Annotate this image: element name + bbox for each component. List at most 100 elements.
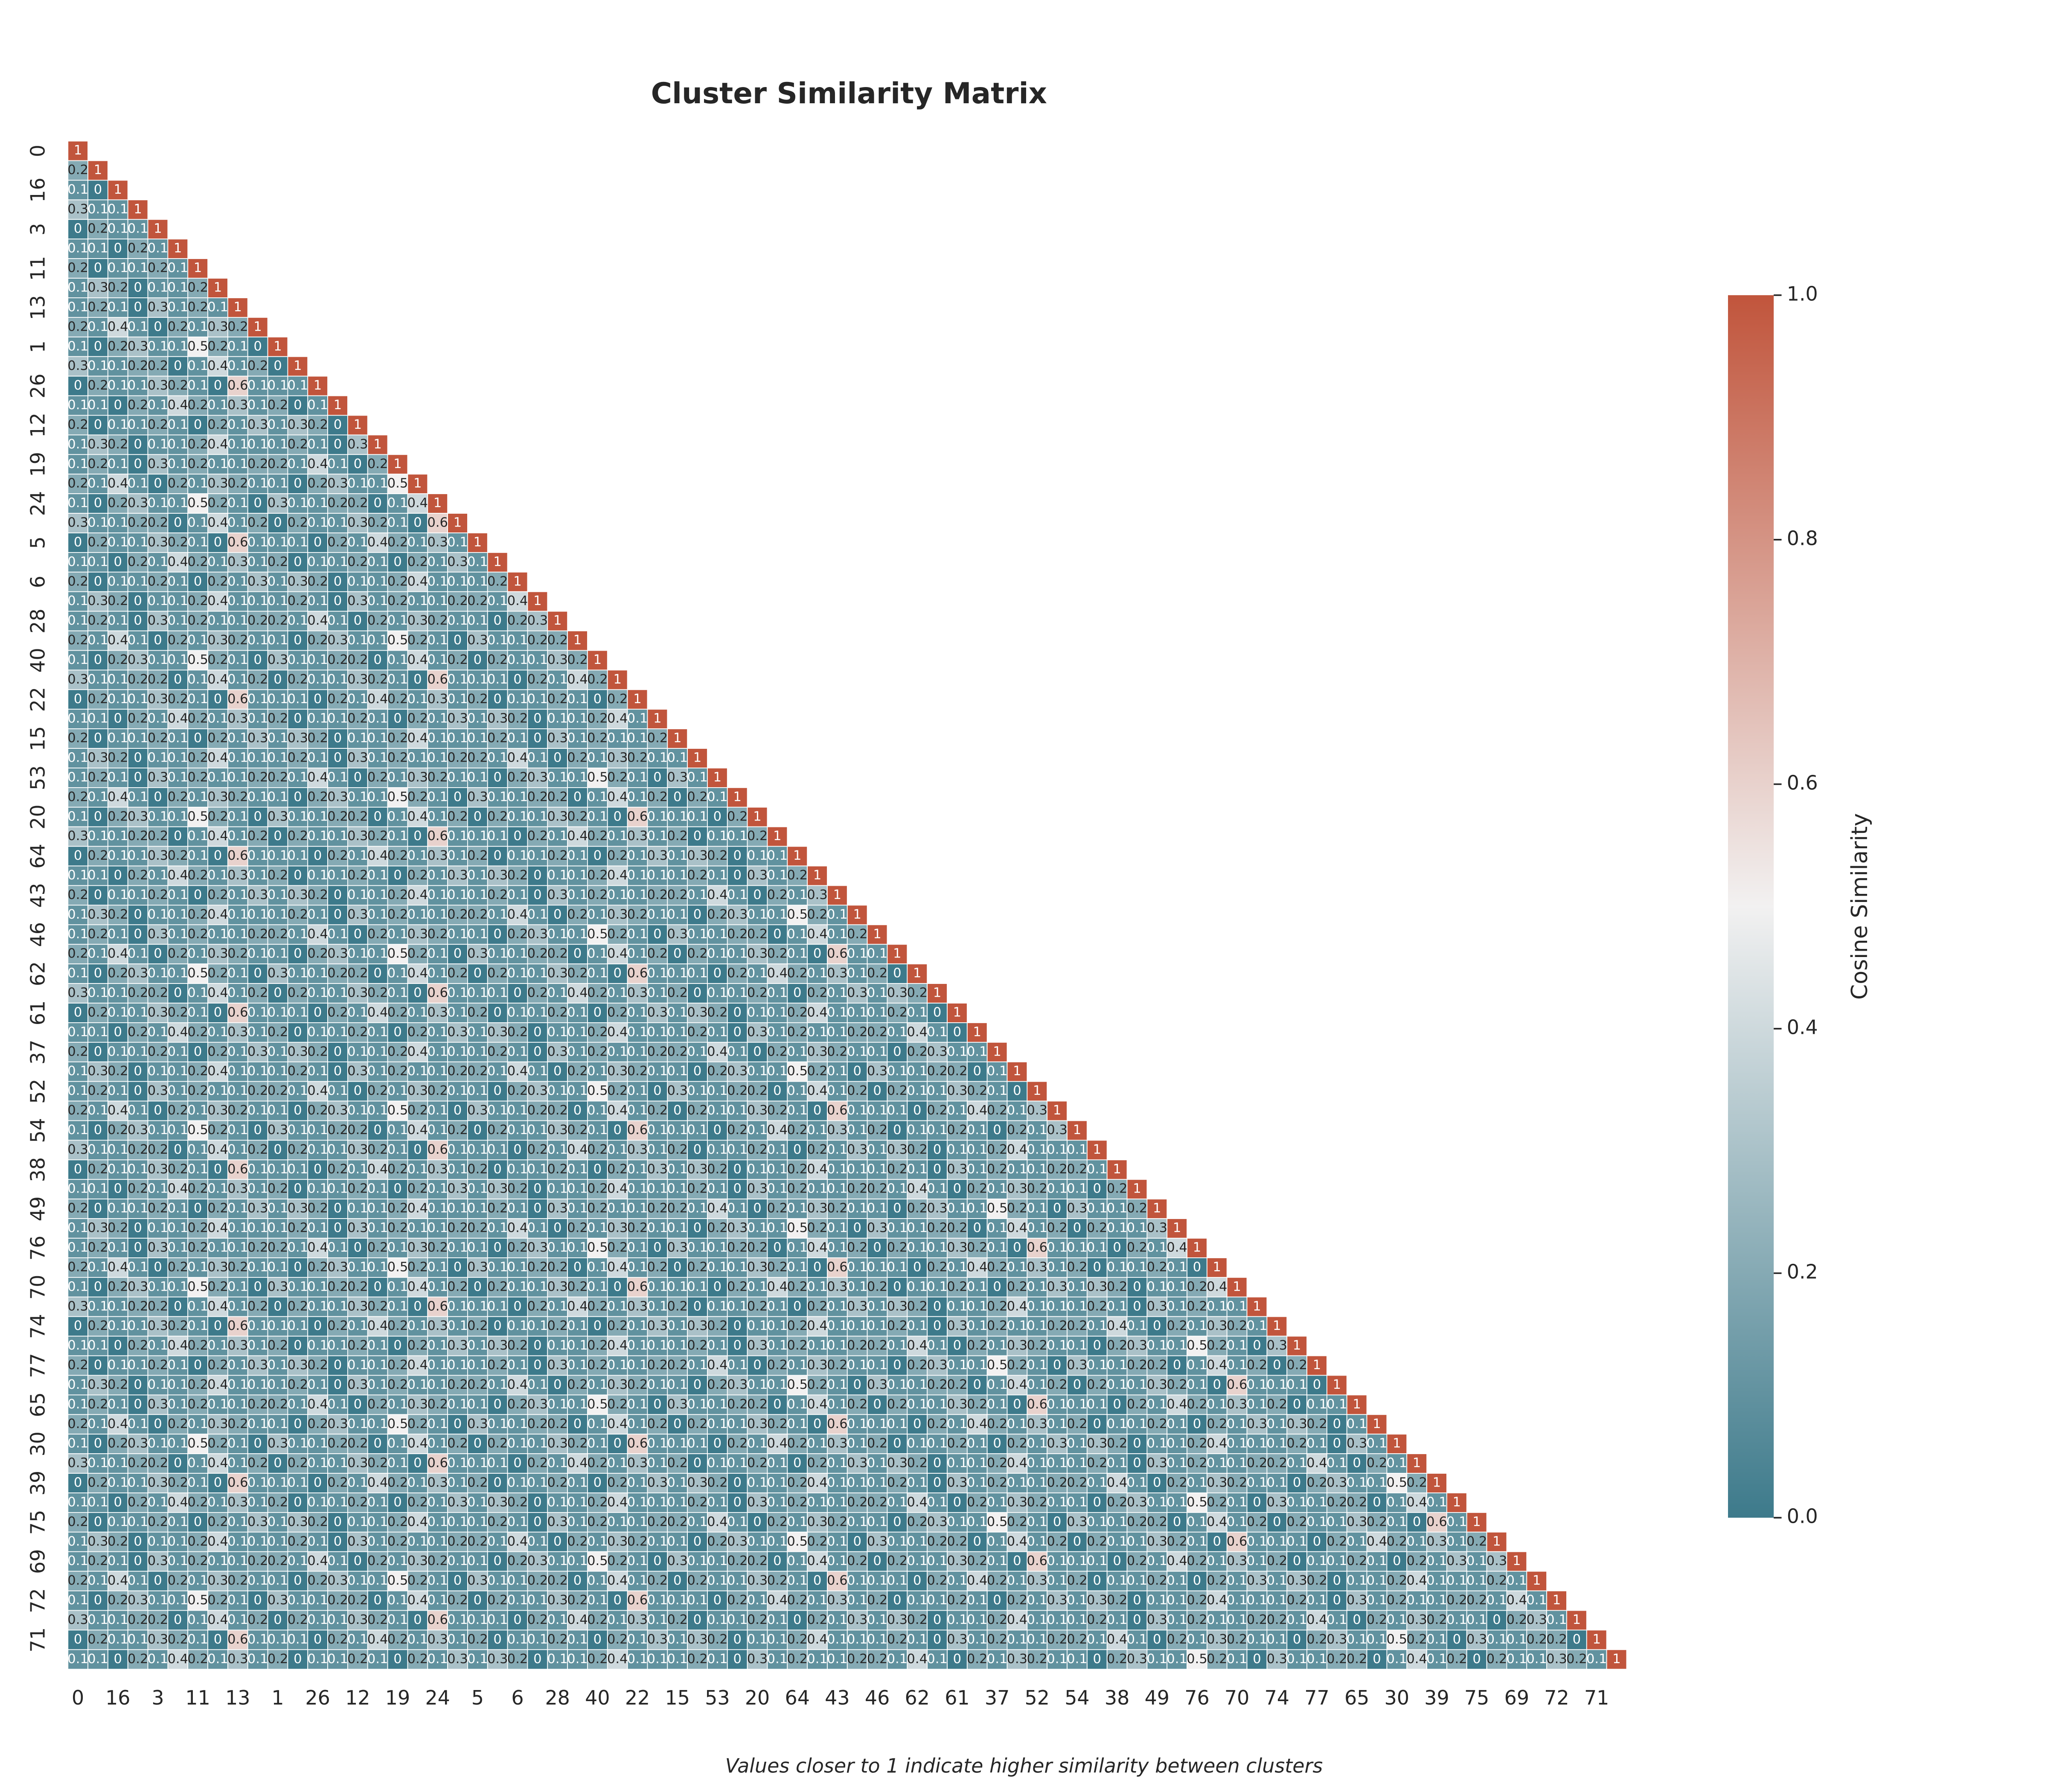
cell-annotation: 0.1 [827, 1064, 848, 1079]
cell-annotation: 0.2 [367, 457, 388, 471]
cell-annotation: 0.3 [687, 1005, 708, 1020]
cell-annotation: 0.2 [108, 437, 128, 452]
cell-annotation: 0.1 [827, 1142, 848, 1157]
cell-annotation: 0.1 [347, 887, 368, 902]
cell-annotation: 0 [393, 868, 401, 883]
cell-annotation: 0.1 [567, 1495, 588, 1510]
cell-annotation: 0 [553, 1221, 561, 1236]
cell-annotation: 0.2 [108, 339, 128, 354]
cell-annotation: 0 [773, 1397, 781, 1412]
cell-annotation: 0 [454, 633, 462, 648]
cell-annotation: 0.3 [747, 868, 768, 883]
cell-annotation: 0.2 [327, 1318, 348, 1333]
cell-annotation: 0.1 [148, 1123, 169, 1137]
cell-annotation: 0.2 [148, 672, 169, 687]
cell-annotation: 0.2 [467, 1064, 488, 1079]
cell-annotation: 0 [373, 809, 381, 824]
cell-annotation: 0 [413, 1456, 422, 1471]
cell-annotation: 0.2 [707, 1221, 728, 1236]
cell-annotation: 0.2 [587, 1456, 608, 1471]
cell-annotation: 0.2 [268, 398, 288, 413]
cell-annotation: 0 [793, 986, 801, 1001]
cell-annotation: 0 [673, 1260, 681, 1274]
cell-annotation: 0.2 [387, 692, 408, 707]
cell-annotation: 0.1 [1087, 1201, 1108, 1216]
cell-annotation: 0.2 [287, 515, 308, 530]
cell-annotation: 0.2 [1146, 1358, 1167, 1373]
cell-annotation: 0 [893, 1123, 901, 1137]
cell-annotation: 0.2 [247, 457, 268, 471]
cell-annotation: 0.1 [507, 1260, 528, 1274]
cell-annotation: 0.3 [427, 1318, 448, 1333]
cell-annotation: 0.3 [427, 1475, 448, 1490]
cell-annotation: 0.2 [167, 476, 188, 491]
cell-annotation: 0 [693, 1221, 701, 1236]
cell-annotation: 0.1 [687, 887, 708, 902]
cell-annotation: 0.2 [807, 1221, 828, 1236]
cell-annotation: 0.1 [367, 1103, 388, 1118]
cell-annotation: 0.2 [827, 1044, 848, 1059]
cell-annotation: 0.2 [367, 986, 388, 1001]
cell-annotation: 0.3 [867, 1221, 888, 1236]
cell-annotation: 1 [953, 1005, 961, 1020]
cell-annotation: 0 [513, 672, 521, 687]
cell-annotation: 0.2 [367, 1397, 388, 1412]
cell-annotation: 0.4 [167, 1338, 188, 1353]
cell-annotation: 0.1 [148, 398, 169, 413]
cell-annotation: 0.2 [347, 809, 368, 824]
heatmap-cell [87, 199, 108, 220]
cell-annotation: 0.2 [128, 672, 148, 687]
cell-annotation: 0.1 [667, 1495, 688, 1510]
cell-annotation: 0.2 [927, 1103, 948, 1118]
cell-annotation: 0.2 [567, 1064, 588, 1079]
cell-annotation: 0.3 [1247, 1417, 1268, 1431]
cell-annotation: 0.2 [167, 1005, 188, 1020]
cell-annotation: 0.1 [1167, 1456, 1187, 1471]
cell-annotation: 0.1 [607, 1456, 628, 1471]
cell-annotation: 0 [334, 887, 342, 902]
cell-annotation: 0.1 [747, 1377, 768, 1392]
cell-annotation: 0.1 [867, 1260, 888, 1274]
cell-annotation: 0.1 [427, 946, 448, 961]
cell-annotation: 0.1 [867, 1201, 888, 1216]
cell-annotation: 0.1 [427, 1260, 448, 1274]
cell-annotation: 0.1 [87, 241, 108, 256]
cell-annotation: 0.1 [108, 574, 128, 589]
cell-annotation: 0.1 [268, 1260, 288, 1274]
cell-annotation: 0.1 [527, 1005, 548, 1020]
cell-annotation: 0.2 [187, 1377, 208, 1392]
cell-annotation: 0.4 [907, 1024, 928, 1039]
cell-annotation: 0.5 [387, 946, 408, 961]
cell-annotation: 0.1 [647, 1064, 668, 1079]
cell-annotation: 0.2 [787, 1436, 808, 1451]
cell-annotation: 0 [593, 848, 602, 863]
cell-annotation: 0.1 [67, 1083, 88, 1098]
cell-annotation: 0.1 [307, 1377, 328, 1392]
cell-annotation: 0.2 [867, 1123, 888, 1137]
cell-annotation: 0.1 [587, 1123, 608, 1137]
cell-annotation: 0.2 [847, 1397, 868, 1412]
cell-annotation: 0.1 [1207, 1456, 1228, 1471]
cell-annotation: 0.2 [567, 966, 588, 981]
cell-annotation: 0.2 [447, 593, 468, 608]
cell-annotation: 0.1 [1247, 1436, 1268, 1451]
cell-annotation: 0.3 [847, 986, 868, 1001]
cell-annotation: 0.3 [227, 554, 248, 569]
cell-annotation: 0.1 [447, 1456, 468, 1471]
cell-annotation: 0.2 [387, 1221, 408, 1236]
cell-annotation: 0.1 [567, 1201, 588, 1216]
cell-annotation: 0.2 [268, 927, 288, 942]
cell-annotation: 0.1 [307, 868, 328, 883]
cell-annotation: 0.2 [987, 1103, 1008, 1118]
cell-annotation: 0.2 [447, 907, 468, 922]
cell-annotation: 0.3 [1047, 1123, 1068, 1137]
cell-annotation: 0.1 [567, 1397, 588, 1412]
cell-annotation: 0.3 [128, 1436, 148, 1451]
cell-annotation: 0.4 [307, 1240, 328, 1255]
cell-annotation: 0.1 [847, 1279, 868, 1294]
cell-annotation: 0 [134, 1083, 142, 1098]
cell-annotation: 0.1 [87, 633, 108, 648]
cell-annotation: 0.1 [108, 1475, 128, 1490]
cell-annotation: 0.1 [327, 770, 348, 785]
cell-annotation: 0 [393, 554, 401, 569]
